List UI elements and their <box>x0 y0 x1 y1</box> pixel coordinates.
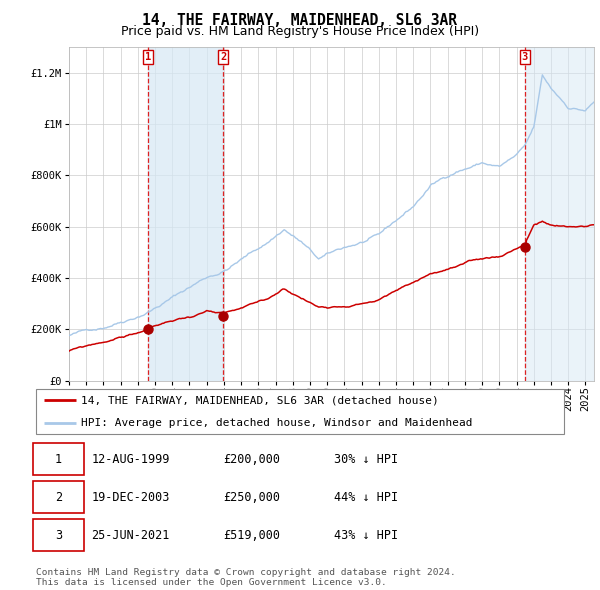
Text: 3: 3 <box>55 529 62 542</box>
Text: 44% ↓ HPI: 44% ↓ HPI <box>334 490 398 504</box>
Text: 12-AUG-1999: 12-AUG-1999 <box>91 453 170 466</box>
Text: Contains HM Land Registry data © Crown copyright and database right 2024.
This d: Contains HM Land Registry data © Crown c… <box>36 568 456 587</box>
Bar <box>148 47 223 381</box>
FancyBboxPatch shape <box>34 519 83 551</box>
Text: 19-DEC-2003: 19-DEC-2003 <box>91 490 170 504</box>
Bar <box>525 47 594 381</box>
Text: 1: 1 <box>55 453 62 466</box>
Text: Price paid vs. HM Land Registry's House Price Index (HPI): Price paid vs. HM Land Registry's House … <box>121 25 479 38</box>
Text: 3: 3 <box>521 52 528 62</box>
Text: 43% ↓ HPI: 43% ↓ HPI <box>334 529 398 542</box>
Text: 2: 2 <box>220 52 226 62</box>
Text: 1: 1 <box>145 52 152 62</box>
Text: 25-JUN-2021: 25-JUN-2021 <box>91 529 170 542</box>
Text: 30% ↓ HPI: 30% ↓ HPI <box>334 453 398 466</box>
Text: 14, THE FAIRWAY, MAIDENHEAD, SL6 3AR (detached house): 14, THE FAIRWAY, MAIDENHEAD, SL6 3AR (de… <box>81 395 439 405</box>
Text: £200,000: £200,000 <box>223 453 280 466</box>
Text: 14, THE FAIRWAY, MAIDENHEAD, SL6 3AR: 14, THE FAIRWAY, MAIDENHEAD, SL6 3AR <box>143 13 458 28</box>
FancyBboxPatch shape <box>34 443 83 475</box>
FancyBboxPatch shape <box>34 481 83 513</box>
Text: HPI: Average price, detached house, Windsor and Maidenhead: HPI: Average price, detached house, Wind… <box>81 418 472 428</box>
FancyBboxPatch shape <box>36 389 564 434</box>
Text: £250,000: £250,000 <box>223 490 280 504</box>
Text: £519,000: £519,000 <box>223 529 280 542</box>
Text: 2: 2 <box>55 490 62 504</box>
